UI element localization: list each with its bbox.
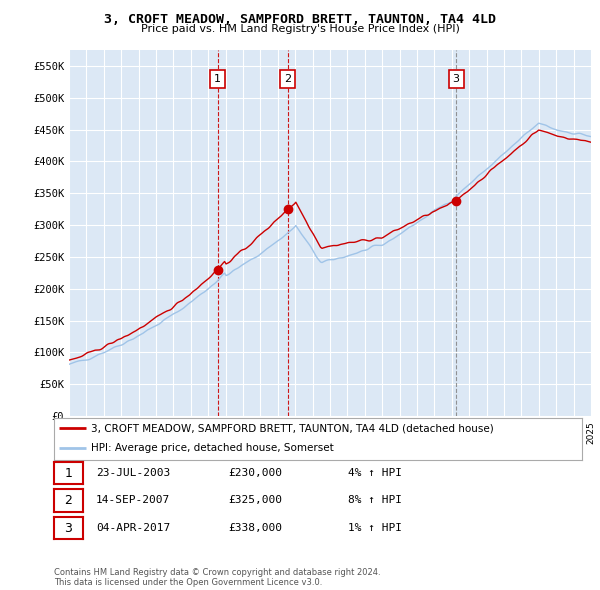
Text: 2: 2 bbox=[284, 74, 292, 84]
Text: 23-JUL-2003: 23-JUL-2003 bbox=[96, 468, 170, 478]
Text: 1: 1 bbox=[64, 467, 73, 480]
Text: £338,000: £338,000 bbox=[228, 523, 282, 533]
Text: 14-SEP-2007: 14-SEP-2007 bbox=[96, 496, 170, 505]
Text: 3: 3 bbox=[452, 74, 460, 84]
Text: Contains HM Land Registry data © Crown copyright and database right 2024.
This d: Contains HM Land Registry data © Crown c… bbox=[54, 568, 380, 587]
Text: 1: 1 bbox=[214, 74, 221, 84]
Text: 3, CROFT MEADOW, SAMPFORD BRETT, TAUNTON, TA4 4LD (detached house): 3, CROFT MEADOW, SAMPFORD BRETT, TAUNTON… bbox=[91, 424, 494, 433]
Text: 1% ↑ HPI: 1% ↑ HPI bbox=[348, 523, 402, 533]
Text: 3, CROFT MEADOW, SAMPFORD BRETT, TAUNTON, TA4 4LD: 3, CROFT MEADOW, SAMPFORD BRETT, TAUNTON… bbox=[104, 13, 496, 26]
Text: £230,000: £230,000 bbox=[228, 468, 282, 478]
Text: 04-APR-2017: 04-APR-2017 bbox=[96, 523, 170, 533]
Text: 2: 2 bbox=[64, 494, 73, 507]
Text: 8% ↑ HPI: 8% ↑ HPI bbox=[348, 496, 402, 505]
Text: 3: 3 bbox=[64, 522, 73, 535]
Text: HPI: Average price, detached house, Somerset: HPI: Average price, detached house, Some… bbox=[91, 443, 334, 453]
Text: £325,000: £325,000 bbox=[228, 496, 282, 505]
Text: Price paid vs. HM Land Registry's House Price Index (HPI): Price paid vs. HM Land Registry's House … bbox=[140, 24, 460, 34]
Text: 4% ↑ HPI: 4% ↑ HPI bbox=[348, 468, 402, 478]
